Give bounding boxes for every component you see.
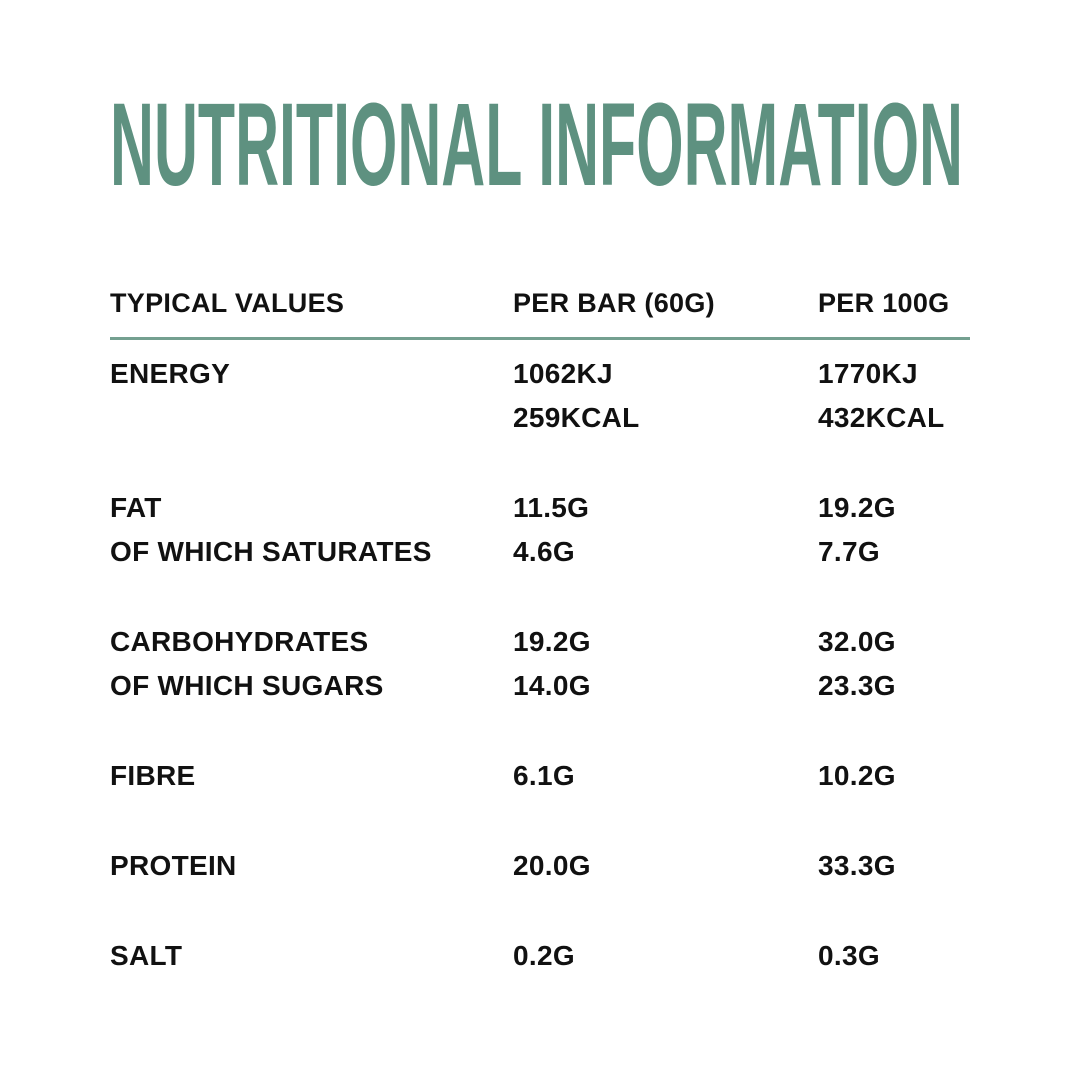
table-row-energy: ENERGY 1062KJ 1770KJ	[110, 352, 970, 396]
value-per-bar: 0.2G	[513, 940, 575, 971]
header-divider-line	[110, 337, 970, 340]
table-header-row: TYPICAL VALUES PER BAR (60G) PER 100G	[110, 288, 970, 318]
row-group-protein: PROTEIN 20.0G 33.3G	[110, 844, 970, 888]
table-row-fibre: FIBRE 6.1G 10.2G	[110, 754, 970, 798]
row-label: OF WHICH SATURATES	[110, 536, 432, 567]
row-group-fibre: FIBRE 6.1G 10.2G	[110, 754, 970, 798]
page-title: NUTRITIONAL INFORMATION	[110, 79, 970, 211]
value-per-bar: 14.0G	[513, 670, 591, 701]
value-per-100g: 33.3G	[818, 850, 896, 881]
row-label: PROTEIN	[110, 850, 237, 881]
row-label: ENERGY	[110, 358, 231, 389]
value-per-100g: 1770KJ	[818, 358, 918, 389]
row-label: FAT	[110, 492, 162, 523]
value-per-100g: 23.3G	[818, 670, 896, 701]
value-per-100g: 10.2G	[818, 760, 896, 791]
value-per-100g: 32.0G	[818, 626, 896, 657]
table-row-protein: PROTEIN 20.0G 33.3G	[110, 844, 970, 888]
column-header-per-bar: PER BAR (60G)	[513, 288, 715, 318]
row-label: SALT	[110, 940, 183, 971]
row-label: FIBRE	[110, 760, 196, 791]
column-header-typical-values: TYPICAL VALUES	[110, 288, 345, 318]
table-row-carbohydrates: CARBOHYDRATES 19.2G 32.0G	[110, 620, 970, 664]
nutrition-table: TYPICAL VALUES PER BAR (60G) PER 100G EN…	[110, 288, 970, 978]
row-label: OF WHICH SUGARS	[110, 670, 384, 701]
row-group-carbohydrates: CARBOHYDRATES 19.2G 32.0G OF WHICH SUGAR…	[110, 620, 970, 708]
value-per-100g: 432KCAL	[818, 402, 945, 433]
row-label: CARBOHYDRATES	[110, 626, 369, 657]
value-per-bar: 19.2G	[513, 626, 591, 657]
value-per-bar: 4.6G	[513, 536, 575, 567]
table-row-salt: SALT 0.2G 0.3G	[110, 934, 970, 978]
row-group-energy: ENERGY 1062KJ 1770KJ 259KCAL 432KCAL	[110, 352, 970, 440]
row-group-fat: FAT 11.5G 19.2G OF WHICH SATURATES 4.6G …	[110, 486, 970, 574]
value-per-bar: 6.1G	[513, 760, 575, 791]
title-svg: NUTRITIONAL INFORMATION	[110, 79, 963, 211]
page-title-text: NUTRITIONAL INFORMATION	[110, 99, 963, 199]
value-per-100g: 7.7G	[818, 536, 880, 567]
value-per-bar: 11.5G	[513, 492, 590, 523]
value-per-bar: 20.0G	[513, 850, 591, 881]
table-row-saturates: OF WHICH SATURATES 4.6G 7.7G	[110, 530, 970, 574]
table-body: ENERGY 1062KJ 1770KJ 259KCAL 432KCAL FAT…	[110, 352, 970, 978]
value-per-100g: 19.2G	[818, 492, 896, 523]
value-per-bar: 1062KJ	[513, 358, 613, 389]
column-header-per-100g: PER 100G	[818, 288, 950, 318]
table-row-energy-kcal: 259KCAL 432KCAL	[110, 396, 970, 440]
row-group-salt: SALT 0.2G 0.3G	[110, 934, 970, 978]
value-per-bar: 259KCAL	[513, 402, 640, 433]
table-row-fat: FAT 11.5G 19.2G	[110, 486, 970, 530]
table-row-sugars: OF WHICH SUGARS 14.0G 23.3G	[110, 664, 970, 708]
value-per-100g: 0.3G	[818, 940, 880, 971]
